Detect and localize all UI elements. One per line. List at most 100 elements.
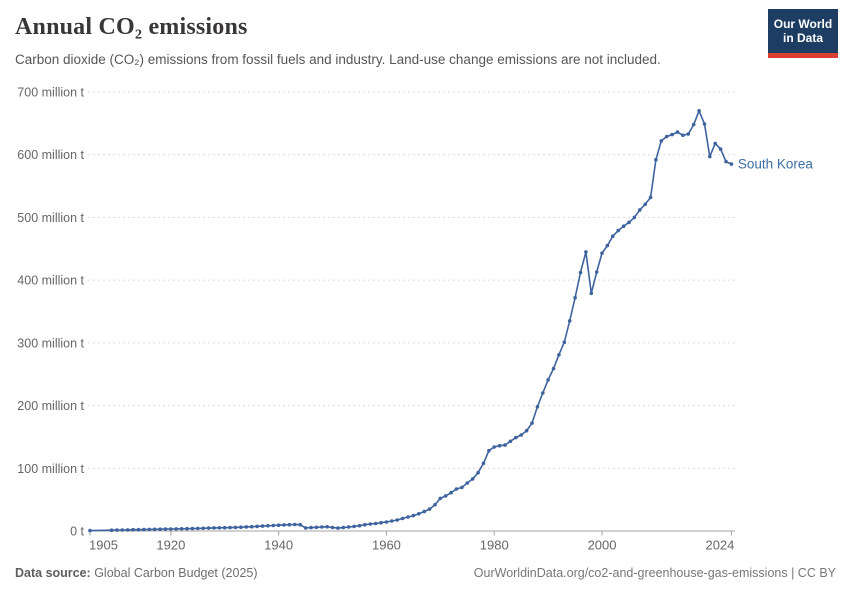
series-line-south-korea[interactable] [89, 110, 732, 532]
data-point[interactable] [206, 526, 211, 530]
data-point[interactable] [125, 528, 130, 532]
data-point[interactable] [702, 122, 707, 126]
data-point[interactable] [443, 494, 448, 498]
data-point[interactable] [422, 509, 427, 514]
data-point[interactable] [508, 439, 513, 444]
data-point[interactable] [481, 461, 486, 466]
data-point[interactable] [519, 433, 523, 437]
data-point[interactable] [616, 228, 620, 233]
data-point[interactable] [605, 243, 610, 248]
data-point[interactable] [417, 512, 421, 516]
data-point[interactable] [266, 524, 270, 528]
data-point[interactable] [152, 527, 157, 532]
data-point[interactable] [222, 525, 227, 530]
data-point[interactable] [363, 522, 367, 527]
data-point[interactable] [670, 132, 674, 137]
data-point[interactable] [212, 526, 216, 530]
data-point[interactable] [131, 527, 135, 532]
data-point[interactable] [611, 234, 615, 238]
data-point[interactable] [390, 519, 394, 523]
data-point[interactable] [142, 527, 146, 532]
data-point[interactable] [336, 526, 340, 530]
data-point[interactable] [524, 428, 529, 433]
data-point[interactable] [470, 477, 475, 481]
data-point[interactable] [287, 522, 292, 527]
data-point[interactable] [594, 270, 599, 274]
data-point[interactable] [217, 526, 222, 530]
data-point[interactable] [282, 523, 286, 527]
data-point[interactable] [196, 526, 200, 531]
data-point[interactable] [169, 527, 173, 531]
data-point[interactable] [643, 202, 647, 207]
data-point[interactable] [681, 133, 685, 138]
entity-label-south-korea[interactable]: South Korea [738, 157, 814, 172]
data-point[interactable] [460, 485, 464, 490]
data-point[interactable] [190, 526, 195, 531]
data-point[interactable] [427, 507, 432, 511]
data-point[interactable] [411, 513, 416, 518]
data-point[interactable] [691, 122, 696, 127]
data-point[interactable] [541, 391, 545, 395]
data-point[interactable] [368, 522, 373, 526]
data-point[interactable] [395, 518, 400, 522]
data-point[interactable] [648, 195, 653, 200]
data-point[interactable] [584, 250, 588, 254]
data-point[interactable] [503, 443, 507, 447]
data-point[interactable] [314, 525, 319, 530]
data-point[interactable] [562, 340, 567, 345]
data-point[interactable] [201, 526, 205, 531]
data-point[interactable] [346, 525, 351, 529]
data-point[interactable] [185, 526, 189, 531]
data-point[interactable] [454, 487, 459, 491]
data-point[interactable] [293, 522, 297, 527]
data-point[interactable] [686, 132, 691, 136]
data-point[interactable] [600, 251, 604, 255]
data-point[interactable] [276, 523, 281, 527]
data-point[interactable] [179, 527, 184, 531]
data-point[interactable] [438, 496, 443, 501]
owid-credit-link[interactable]: OurWorldinData.org/co2-and-greenhouse-ga… [473, 566, 836, 580]
data-point[interactable] [255, 524, 259, 529]
data-point[interactable] [249, 524, 254, 529]
data-point[interactable] [567, 319, 572, 323]
data-point[interactable] [88, 528, 92, 533]
data-point[interactable] [115, 528, 119, 532]
data-point[interactable] [158, 527, 162, 531]
data-point[interactable] [514, 435, 518, 440]
data-point[interactable] [589, 291, 594, 296]
data-point[interactable] [697, 109, 701, 113]
data-point[interactable] [675, 130, 680, 134]
data-point[interactable] [535, 405, 540, 409]
data-point[interactable] [718, 147, 723, 151]
data-point[interactable] [654, 157, 658, 162]
data-point[interactable] [320, 525, 324, 529]
data-point[interactable] [271, 523, 276, 528]
data-point[interactable] [379, 520, 383, 525]
data-point[interactable] [664, 134, 669, 139]
data-point[interactable] [330, 525, 335, 530]
data-point[interactable] [492, 445, 497, 449]
data-point[interactable] [627, 220, 631, 225]
data-point[interactable] [621, 224, 626, 228]
data-point[interactable] [298, 522, 303, 527]
data-point[interactable] [708, 154, 712, 159]
data-point[interactable] [433, 502, 437, 507]
data-point[interactable] [546, 378, 550, 382]
data-point[interactable] [557, 353, 561, 357]
data-point[interactable] [244, 525, 249, 529]
owid-logo[interactable]: Our World in Data [768, 9, 838, 58]
data-point[interactable] [147, 527, 152, 532]
data-point[interactable] [174, 527, 178, 531]
data-point[interactable] [233, 525, 238, 530]
data-point[interactable] [659, 139, 664, 143]
data-point[interactable] [228, 525, 232, 530]
data-point[interactable] [357, 523, 362, 528]
data-point[interactable] [497, 443, 502, 448]
data-point[interactable] [109, 528, 114, 532]
data-point[interactable] [260, 524, 265, 528]
data-point[interactable] [573, 295, 577, 300]
data-point[interactable] [384, 520, 389, 524]
data-point[interactable] [632, 215, 637, 220]
data-point[interactable] [352, 524, 356, 529]
